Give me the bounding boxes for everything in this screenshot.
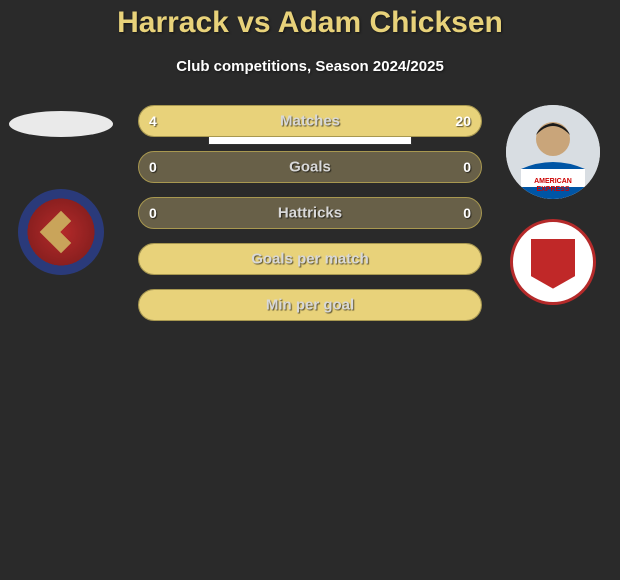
stat-row: 0 0 Hattricks	[138, 197, 482, 229]
right-player-avatar: AMERICAN EXPRESS	[506, 105, 600, 199]
left-player-avatar-placeholder	[9, 111, 113, 137]
stat-label: Matches	[280, 113, 340, 130]
right-player-column: AMERICAN EXPRESS	[498, 105, 608, 305]
stat-right-value: 0	[463, 159, 471, 175]
stat-right-value: 0	[463, 205, 471, 221]
infographic-root: Harrack vs Adam Chicksen Club competitio…	[0, 0, 620, 580]
stat-label: Min per goal	[266, 297, 354, 314]
left-player-column	[6, 105, 116, 275]
stat-label: Hattricks	[278, 205, 342, 222]
svg-text:AMERICAN: AMERICAN	[534, 178, 572, 185]
stat-right-value: 20	[455, 113, 471, 129]
stat-row: 0 0 Goals	[138, 151, 482, 183]
stat-label: Goals per match	[251, 251, 369, 268]
page-title: Harrack vs Adam Chicksen	[0, 0, 620, 40]
left-club-badge	[18, 189, 104, 275]
stat-label: Goals	[289, 159, 331, 176]
stat-row: Goals per match	[138, 243, 482, 275]
right-club-badge	[510, 219, 596, 305]
stat-left-value: 0	[149, 205, 157, 221]
stats-column: 4 20 Matches 0 0 Goals 0 0 Hattricks Goals per ma…	[138, 105, 482, 321]
stat-row: 4 20 Matches	[138, 105, 482, 137]
stat-left-value: 4	[149, 113, 157, 129]
stat-row: Min per goal	[138, 289, 482, 321]
stat-left-value: 0	[149, 159, 157, 175]
player-icon: AMERICAN EXPRESS	[506, 105, 600, 199]
stat-fill-left	[139, 106, 197, 136]
subtitle: Club competitions, Season 2024/2025	[0, 58, 620, 75]
svg-text:EXPRESS: EXPRESS	[536, 186, 569, 193]
